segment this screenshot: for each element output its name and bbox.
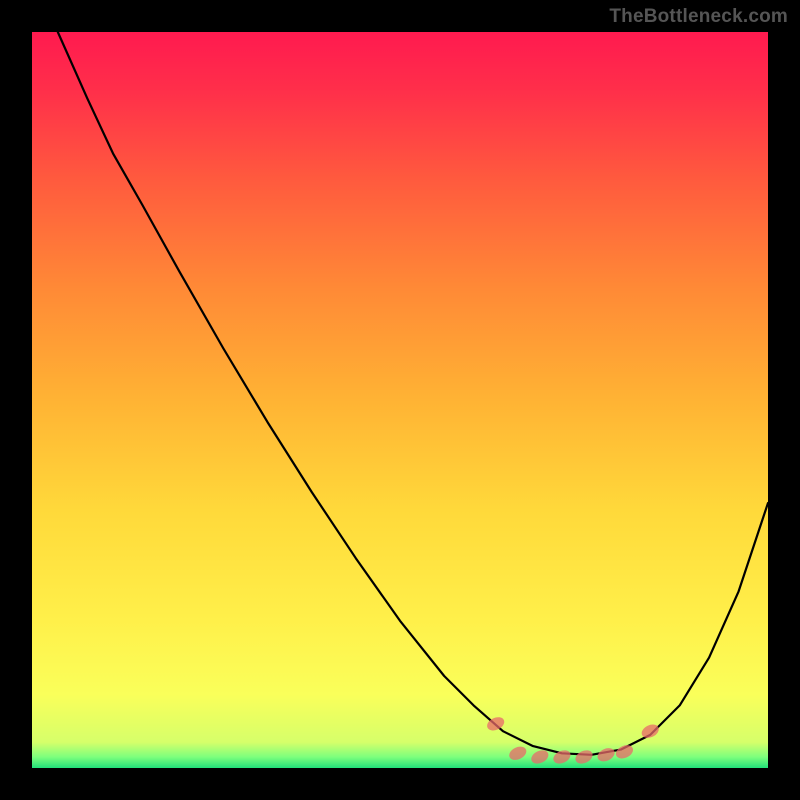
- chart-svg: [0, 0, 800, 800]
- chart-container: TheBottleneck.com: [0, 0, 800, 800]
- watermark-text: TheBottleneck.com: [609, 6, 788, 28]
